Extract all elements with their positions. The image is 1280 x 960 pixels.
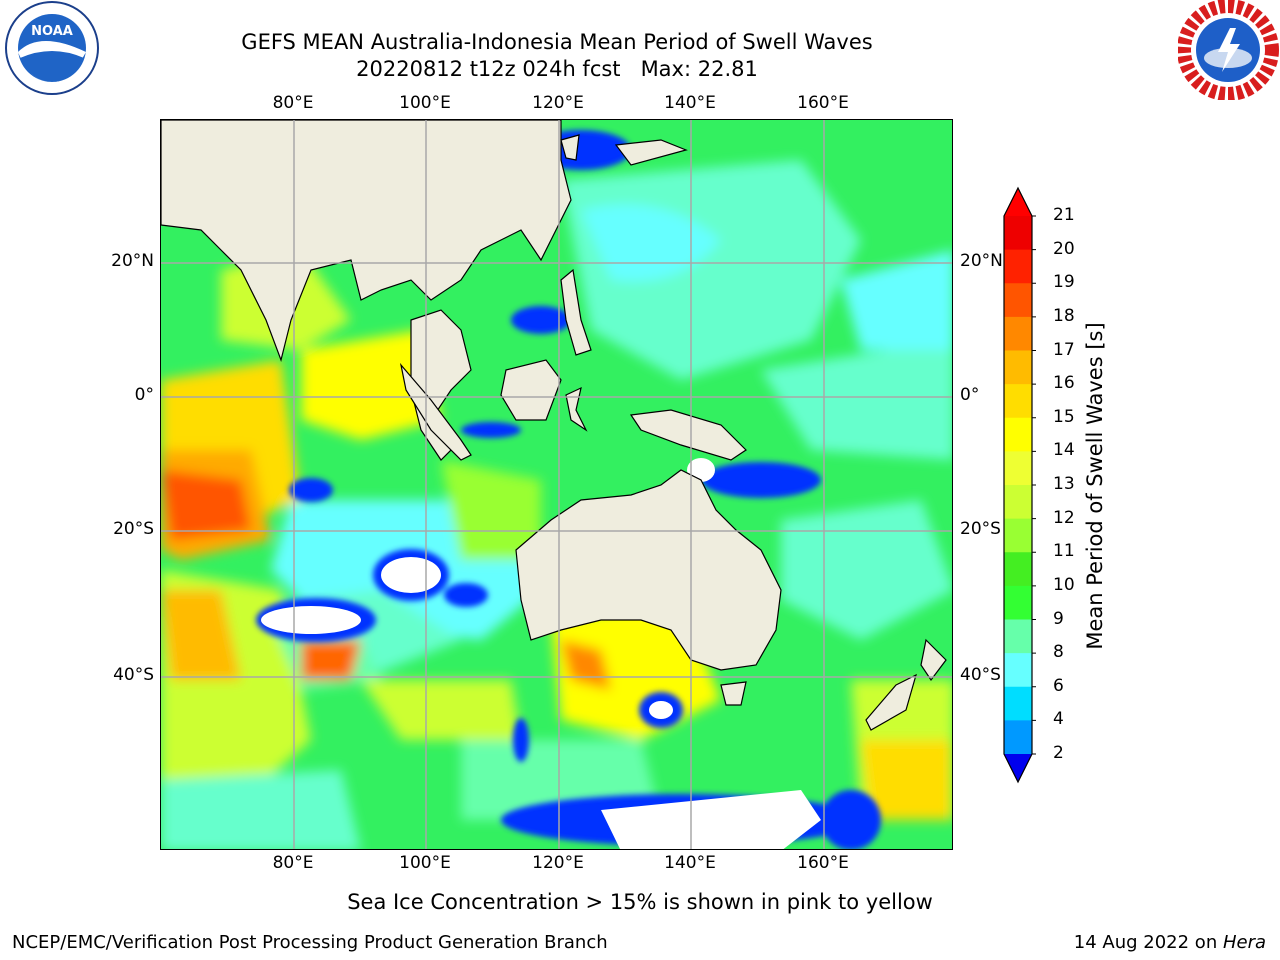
lon-tick-top-160: 160°E	[797, 93, 849, 113]
colorbar-tick-label: 4	[1053, 709, 1064, 730]
footer-organization: NCEP/EMC/Verification Post Processing Pr…	[12, 932, 608, 953]
colorbar	[1000, 186, 1036, 784]
colorbar-scale	[1003, 186, 1036, 784]
colorbar-tick-label: 21	[1053, 205, 1075, 225]
colorbar-tick-label: 9	[1053, 608, 1064, 629]
colorbar-tick-label: 11	[1053, 541, 1075, 562]
colorbar-segment	[1004, 384, 1032, 419]
chart-title: GEFS MEAN Australia-Indonesia Mean Perio…	[241, 30, 873, 54]
lon-tick-top-140: 140°E	[664, 93, 716, 113]
lat-tick-left-0: 0°	[134, 385, 154, 405]
lat-tick-left-20s: 20°S	[113, 519, 154, 539]
swell-period-map	[160, 119, 953, 850]
lat-tick-left-20n: 20°N	[111, 251, 154, 271]
noaa-logo: NOAA	[0, 0, 104, 100]
colorbar-tick-label: 20	[1053, 238, 1075, 259]
colorbar-tick-label: 16	[1053, 373, 1075, 394]
colorbar-segment	[1004, 249, 1032, 284]
lon-tick-top-100: 100°E	[399, 93, 451, 113]
lon-tick-top-120: 120°E	[532, 93, 584, 113]
lon-tick-bottom-120: 120°E	[532, 853, 584, 873]
lat-tick-right-40s: 40°S	[960, 665, 1001, 685]
colorbar-segment	[1004, 216, 1032, 251]
colorbar-segment	[1004, 720, 1032, 755]
lat-tick-right-20s: 20°S	[960, 519, 1001, 539]
colorbar-segment	[1004, 585, 1032, 620]
colorbar-over-arrow	[1004, 188, 1032, 216]
colorbar-tick-label: 19	[1053, 272, 1075, 293]
footer-host: Hera	[1222, 932, 1266, 953]
footer-date: 14 Aug 2022 on Hera	[1074, 932, 1266, 953]
sea-ice-note: Sea Ice Concentration > 15% is shown in …	[347, 890, 933, 914]
colorbar-tick-label: 10	[1053, 574, 1075, 595]
lon-tick-top-80: 80°E	[272, 93, 314, 113]
chart-subtitle: 20220812 t12z 024h fcst Max: 22.81	[356, 57, 758, 81]
lon-tick-bottom-140: 140°E	[664, 853, 716, 873]
colorbar-tick-label: 8	[1053, 642, 1064, 663]
colorbar-tick-label: 15	[1053, 406, 1075, 427]
colorbar-segment	[1004, 686, 1032, 721]
colorbar-label: Mean Period of Swell Waves [s]	[1083, 322, 1107, 650]
colorbar-segment	[1004, 417, 1032, 452]
lat-tick-left-40s: 40°S	[113, 665, 154, 685]
footer-date-text: 14 Aug 2022 on	[1073, 932, 1223, 953]
lon-tick-bottom-160: 160°E	[797, 853, 849, 873]
colorbar-segment	[1004, 619, 1032, 654]
colorbar-under-arrow	[1004, 754, 1032, 782]
colorbar-segment	[1004, 316, 1032, 351]
lat-tick-right-20n: 20°N	[960, 251, 1003, 271]
colorbar-tick-label: 13	[1053, 474, 1075, 494]
colorbar-tick-label: 6	[1053, 675, 1064, 696]
colorbar-segment	[1004, 552, 1032, 587]
lat-tick-right-0: 0°	[960, 385, 980, 405]
colorbar-segment	[1004, 283, 1032, 318]
colorbar-segment	[1004, 485, 1032, 520]
colorbar-tick-label: 2	[1053, 743, 1064, 763]
lon-tick-bottom-100: 100°E	[399, 853, 451, 873]
colorbar-tick-label: 12	[1053, 507, 1075, 528]
colorbar-tick-label: 17	[1053, 339, 1075, 360]
map-field	[161, 120, 952, 849]
colorbar-segment	[1004, 518, 1032, 553]
svg-text:NOAA: NOAA	[31, 24, 73, 39]
colorbar-segment	[1004, 350, 1032, 385]
colorbar-segment	[1004, 653, 1032, 688]
colorbar-tick-label: 14	[1053, 440, 1075, 461]
colorbar-tick-label: 18	[1053, 305, 1075, 326]
colorbar-segment	[1004, 451, 1032, 486]
nws-logo	[1177, 0, 1280, 101]
lon-tick-bottom-80: 80°E	[272, 853, 314, 873]
